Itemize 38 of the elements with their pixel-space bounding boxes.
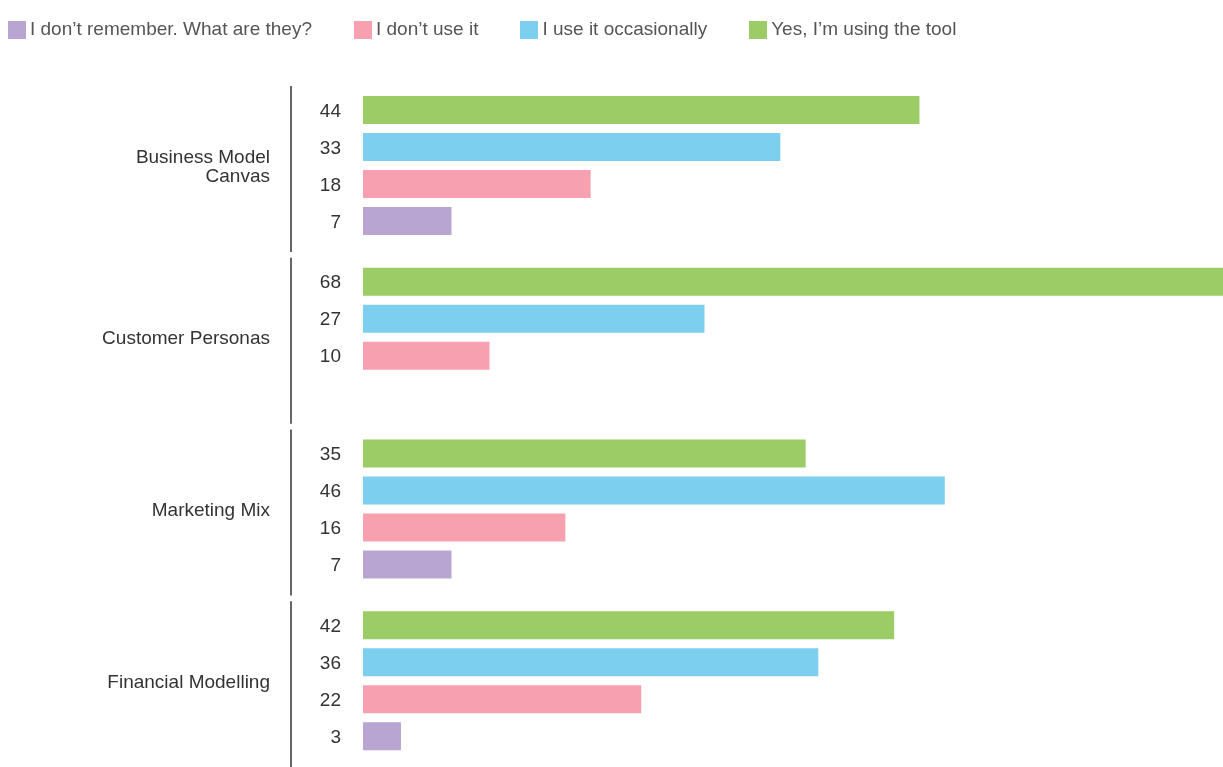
data-label: 36 [319, 651, 341, 673]
bar [363, 648, 819, 677]
legend-label: I don’t use it [375, 18, 479, 39]
bar [363, 550, 452, 579]
data-label: 7 [330, 210, 341, 232]
legend-label: I use it occasionally [542, 18, 708, 39]
data-label: 27 [319, 308, 341, 330]
bar [363, 304, 705, 333]
bar [363, 267, 1223, 296]
data-label: 68 [319, 271, 341, 293]
y-tick-label: Customer Personas [102, 327, 270, 349]
data-label: 35 [319, 443, 341, 465]
data-label: 3 [330, 725, 341, 747]
data-label: 42 [319, 614, 341, 636]
y-tick-label: Marketing Mix [151, 499, 271, 521]
bar [363, 439, 806, 468]
y-tick-label: Financial Modelling [107, 670, 270, 692]
bar [363, 170, 591, 198]
data-label: 44 [319, 99, 342, 121]
bar [363, 513, 566, 542]
bar [363, 476, 945, 505]
bar [363, 341, 490, 370]
data-label: 22 [319, 688, 341, 710]
bar [363, 133, 781, 161]
data-label: 18 [319, 173, 341, 195]
bar [363, 722, 401, 751]
bar [363, 207, 452, 235]
bar [363, 685, 642, 714]
data-label: 7 [330, 554, 341, 576]
bar [363, 611, 895, 640]
legend-label: Yes, I’m using the tool [771, 18, 957, 39]
data-label: 46 [319, 480, 341, 502]
data-label: 10 [319, 345, 341, 367]
legend-label: I don’t remember. What are they? [30, 18, 312, 39]
y-tick-label: Business Model Canvas [135, 146, 270, 187]
bar [363, 96, 920, 124]
data-label: 16 [319, 517, 341, 539]
data-label: 33 [319, 136, 341, 158]
